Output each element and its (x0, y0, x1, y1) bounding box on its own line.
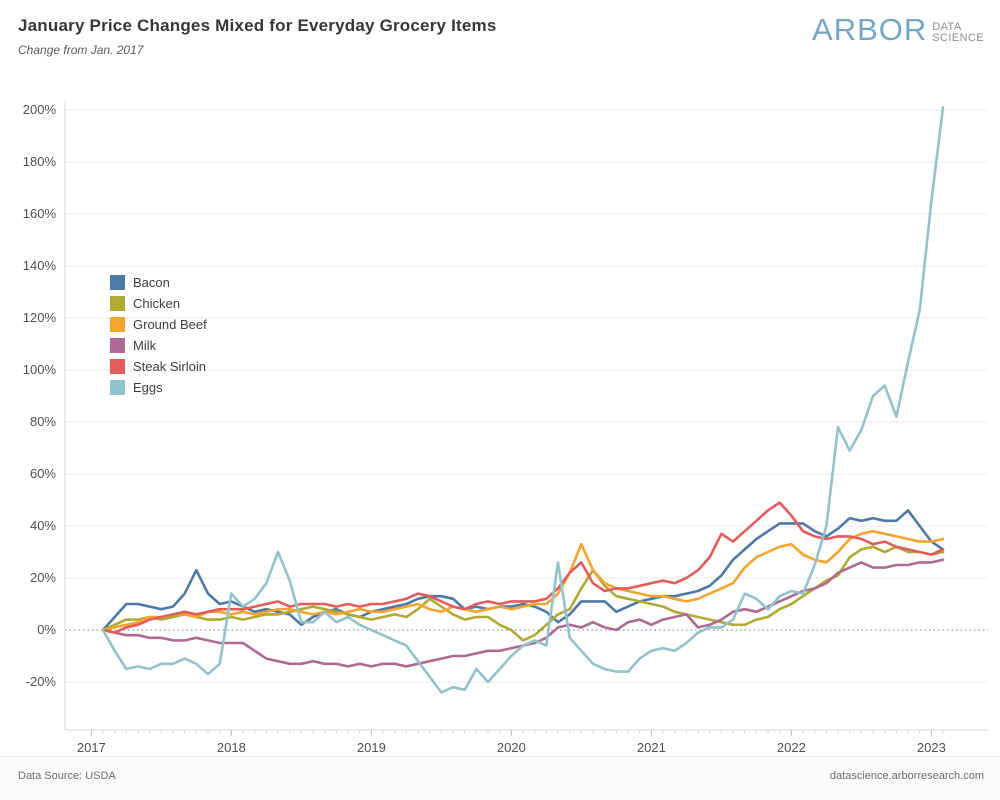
website-link[interactable]: datascience.arborresearch.com (829, 770, 984, 782)
legend-swatch (110, 317, 125, 332)
y-tick-label: 180% (23, 154, 57, 169)
chart-subtitle: Change from Jan. 2017 (18, 43, 144, 57)
year-label: 2022 (777, 740, 806, 755)
y-tick-label: 40% (30, 518, 56, 533)
legend-label: Steak Sirloin (133, 359, 206, 374)
chart-legend: Bacon Chicken Ground Beef Milk Steak Sirloin… (110, 272, 207, 398)
y-tick-label: 140% (23, 258, 57, 273)
x-axis-labels: 2017 2018 2019 2020 2021 2022 2023 (77, 740, 946, 755)
y-tick-label: -20% (26, 674, 57, 689)
series-line-ground-beef (101, 529, 945, 632)
legend-item-steak-sirloin: Steak Sirloin (110, 356, 207, 377)
y-tick-label: 100% (23, 362, 57, 377)
y-tick-label: 200% (23, 102, 57, 117)
y-axis-labels: 200% 180% 160% 140% 120% 100% 80% 60% 40% 20% 0% -2… (23, 102, 57, 689)
legend-item-milk: Milk (110, 335, 207, 356)
y-tick-label: 160% (23, 206, 57, 221)
footer-bar: Data Source: USDA datascience.arborresea… (0, 756, 1000, 800)
legend-label: Eggs (133, 380, 163, 395)
year-label: 2023 (917, 740, 946, 755)
logo-tagline: DATA SCIENCE (932, 21, 984, 44)
legend-item-eggs: Eggs (110, 377, 207, 398)
x-axis-ticks (90, 730, 944, 736)
year-label: 2017 (77, 740, 106, 755)
logo-wordmark: ARBOR (812, 12, 928, 47)
legend-label: Ground Beef (133, 317, 207, 332)
y-tick-label: 80% (30, 414, 56, 429)
legend-swatch (110, 275, 125, 290)
series-line-chicken (101, 545, 945, 642)
series-line-steak-sirloin (101, 501, 945, 634)
chart-header: January Price Changes Mixed for Everyday… (18, 16, 497, 57)
legend-swatch (110, 296, 125, 311)
legend-item-ground-beef: Ground Beef (110, 314, 207, 335)
arbor-data-science-logo: ARBOR DATA SCIENCE (812, 12, 984, 47)
year-label: 2020 (497, 740, 526, 755)
legend-swatch (110, 359, 125, 374)
series-lines (101, 106, 945, 694)
y-tick-label: 120% (23, 310, 57, 325)
y-tick-label: 0% (37, 622, 56, 637)
y-tick-label: 20% (30, 570, 56, 585)
legend-swatch (110, 380, 125, 395)
page-title: January Price Changes Mixed for Everyday… (18, 16, 497, 35)
series-line-eggs (101, 106, 945, 694)
year-label: 2019 (357, 740, 386, 755)
year-label: 2018 (217, 740, 246, 755)
legend-item-chicken: Chicken (110, 293, 207, 314)
legend-item-bacon: Bacon (110, 272, 207, 293)
legend-label: Chicken (133, 296, 180, 311)
y-tick-label: 60% (30, 466, 56, 481)
data-source-note: Data Source: USDA (18, 770, 116, 782)
legend-label: Milk (133, 338, 157, 353)
legend-swatch (110, 338, 125, 353)
year-label: 2021 (637, 740, 666, 755)
legend-label: Bacon (133, 275, 170, 290)
